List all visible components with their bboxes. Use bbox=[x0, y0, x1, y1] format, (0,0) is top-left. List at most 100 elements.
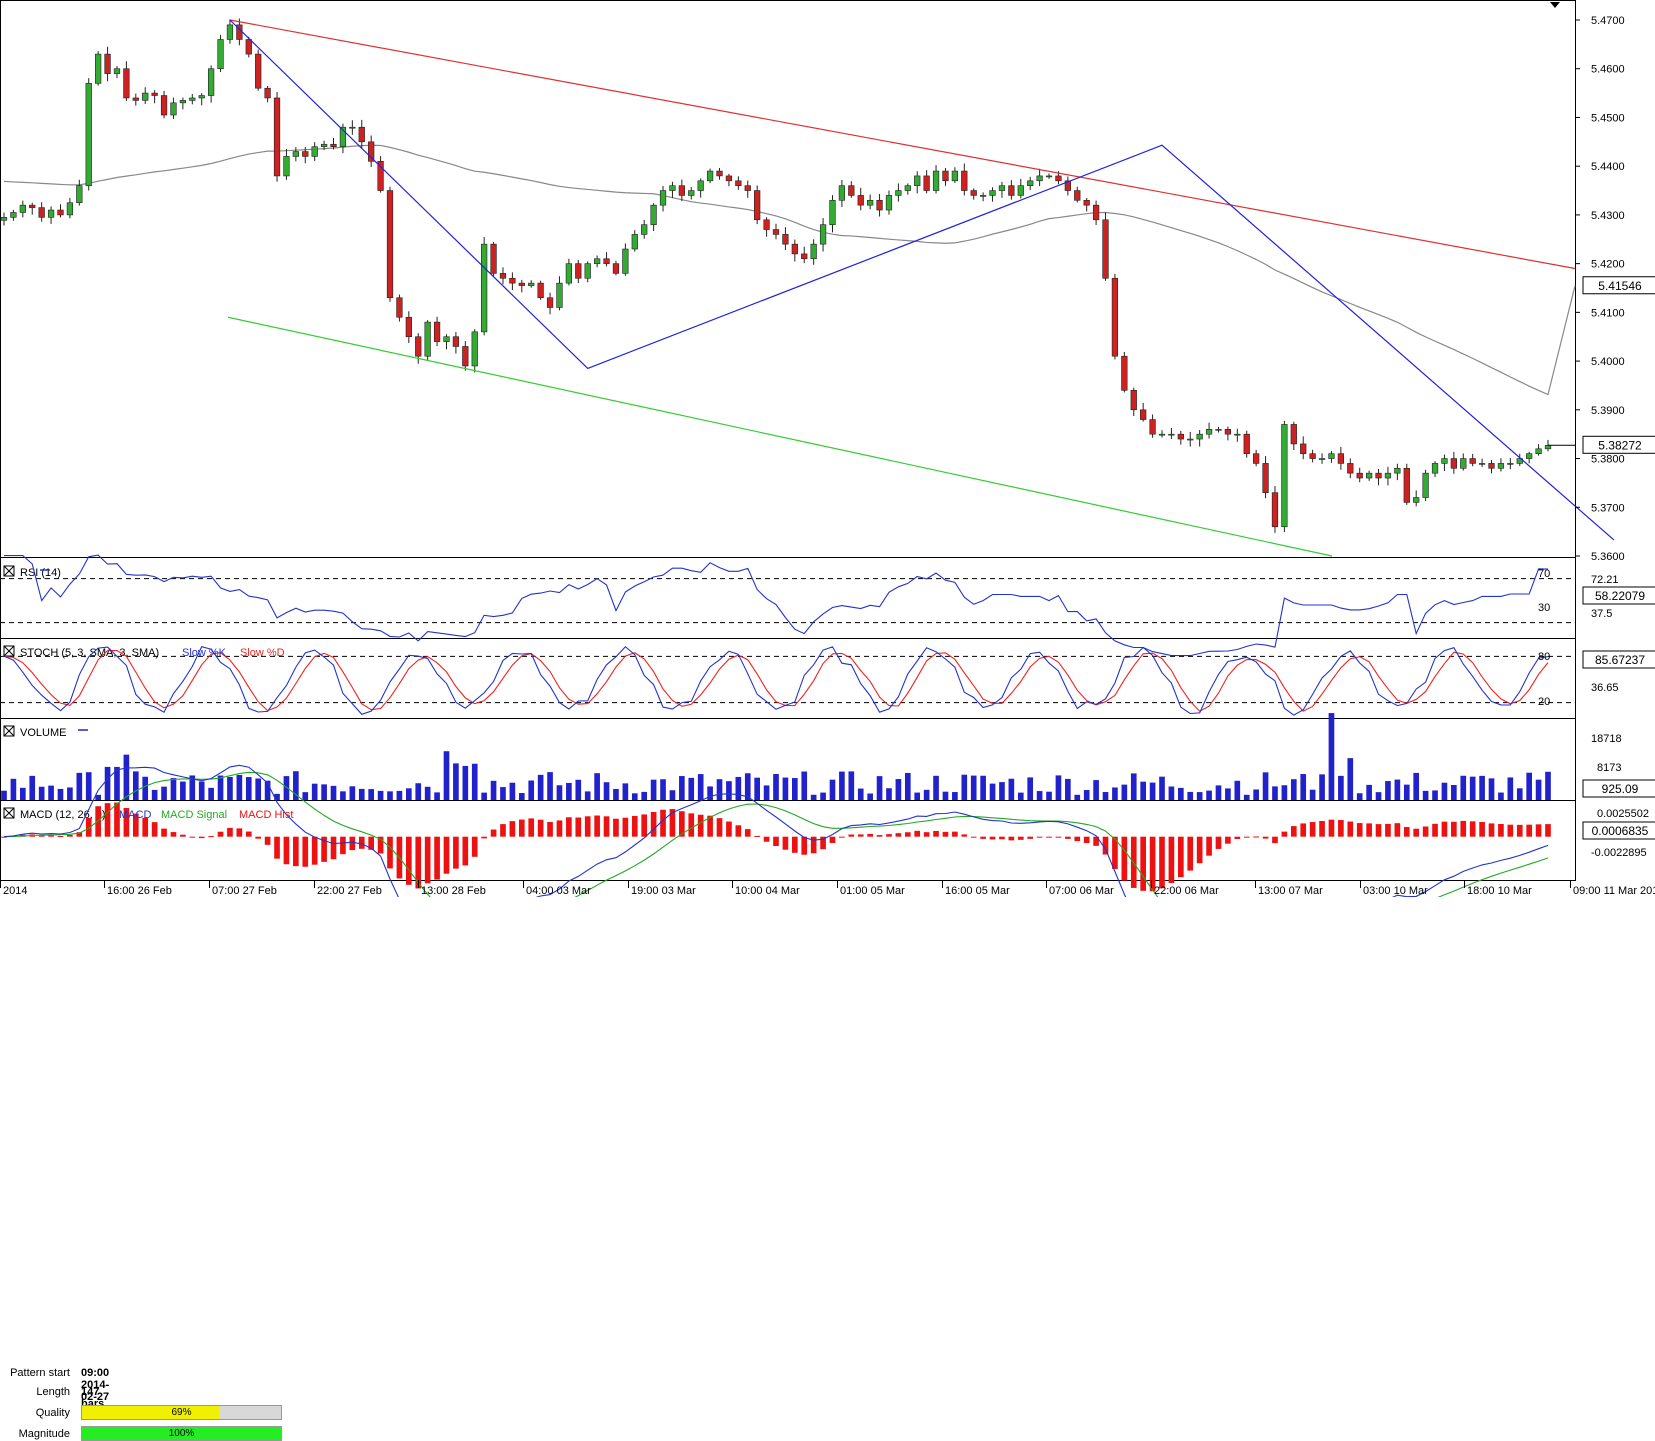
volume-bar bbox=[537, 774, 544, 800]
volume-bar bbox=[697, 774, 704, 800]
candle bbox=[1365, 470, 1373, 481]
volume-bar bbox=[603, 782, 610, 800]
volume-bar bbox=[180, 781, 186, 800]
candle-body bbox=[603, 258, 610, 264]
volume-bar bbox=[1140, 781, 1146, 800]
candle-body bbox=[292, 151, 299, 157]
candle bbox=[998, 181, 1006, 198]
candle-body bbox=[584, 263, 591, 279]
candle bbox=[132, 93, 139, 106]
candle bbox=[1074, 186, 1081, 203]
macd-hist-bar bbox=[1083, 836, 1090, 843]
time-tick-label: 13:00 28 Feb bbox=[421, 885, 486, 897]
candle-body bbox=[1337, 453, 1345, 464]
macd-label: MACD (12, 26, 9) bbox=[20, 809, 106, 821]
candle bbox=[772, 223, 780, 240]
candle-body bbox=[509, 277, 516, 284]
macd-hist-bar bbox=[999, 836, 1005, 840]
macd-hist-bar bbox=[1027, 836, 1034, 839]
volume-bar bbox=[104, 766, 111, 800]
candle-body bbox=[179, 100, 187, 104]
macd-hist-bar bbox=[1074, 836, 1081, 842]
macd-hist-bar bbox=[1526, 824, 1532, 837]
volume-bar bbox=[38, 786, 45, 800]
candle bbox=[283, 148, 290, 180]
volume-bar bbox=[217, 775, 224, 800]
time-tick-label: 2014 bbox=[3, 885, 27, 897]
candle bbox=[697, 178, 704, 198]
candle-body bbox=[735, 180, 742, 186]
volume-bar bbox=[396, 790, 403, 800]
candle bbox=[810, 239, 817, 265]
candle-body bbox=[1497, 463, 1505, 469]
macd-hist-bar bbox=[1253, 836, 1259, 838]
volume-bar bbox=[631, 793, 638, 800]
volume-bar bbox=[1469, 776, 1476, 800]
candle bbox=[848, 181, 855, 198]
volume-bar bbox=[481, 792, 487, 800]
macd-hist-bar bbox=[415, 836, 422, 889]
candle bbox=[1403, 463, 1410, 505]
volume-bar bbox=[10, 778, 17, 800]
macd-hist-bar bbox=[208, 836, 214, 838]
volume-bar bbox=[1319, 774, 1325, 800]
price-tick-label: 5.4400 bbox=[1591, 161, 1625, 173]
macd-axis-tick: 0.0025502 bbox=[1597, 808, 1649, 820]
volume-bar bbox=[857, 788, 864, 800]
candle bbox=[1478, 458, 1486, 468]
candle-body bbox=[763, 219, 770, 230]
macd-hist-bar bbox=[1112, 836, 1118, 869]
volume-bar bbox=[293, 771, 299, 800]
candle bbox=[1271, 486, 1279, 533]
volume-bar bbox=[1526, 772, 1532, 800]
macd-hist-bar bbox=[161, 828, 167, 837]
macd-hist-bar bbox=[556, 820, 563, 837]
candle bbox=[1111, 273, 1119, 360]
volume-label: VOLUME bbox=[20, 727, 66, 739]
candle-body bbox=[19, 204, 26, 213]
candle bbox=[565, 258, 573, 286]
candle-body bbox=[998, 185, 1006, 191]
volume-bar bbox=[170, 778, 177, 800]
macd-signal-legend: MACD Signal bbox=[161, 809, 227, 821]
candle bbox=[1253, 449, 1260, 467]
candle-body bbox=[433, 321, 441, 342]
macd-hist-bar bbox=[754, 835, 760, 837]
volume-bar bbox=[358, 788, 365, 800]
candle bbox=[1064, 176, 1071, 196]
candle bbox=[622, 243, 629, 276]
candle bbox=[857, 187, 864, 211]
time-tick-label: 01:00 05 Mar bbox=[840, 885, 905, 897]
macd-hist-bar bbox=[641, 814, 648, 837]
volume-bar bbox=[1225, 788, 1231, 800]
macd-hist-bar bbox=[189, 836, 196, 838]
macd-hist-bar bbox=[1159, 836, 1165, 889]
volume-bar bbox=[1046, 791, 1052, 800]
macd-hist-bar bbox=[1356, 823, 1363, 837]
macd-hist-bar bbox=[1036, 836, 1043, 838]
panel-toggle-cross bbox=[3, 645, 15, 657]
candle bbox=[10, 209, 17, 221]
candle-body bbox=[29, 204, 36, 208]
quality-bar: 69% bbox=[81, 1405, 282, 1420]
candle bbox=[650, 203, 657, 232]
candle bbox=[1488, 460, 1495, 474]
macd-hist-bar bbox=[453, 836, 459, 869]
candle bbox=[490, 242, 497, 277]
candle-body bbox=[198, 95, 205, 99]
macd-hist-bar bbox=[829, 836, 836, 843]
time-tick-label: 04:00 03 Mar bbox=[526, 885, 591, 897]
candle-body bbox=[1253, 453, 1260, 464]
candle-body bbox=[95, 53, 102, 84]
volume-bar bbox=[933, 775, 939, 800]
macd-hist-bar bbox=[566, 817, 572, 837]
time-tick-label: 13:00 07 Mar bbox=[1258, 885, 1323, 897]
candle bbox=[47, 206, 55, 224]
macd-hist-bar bbox=[236, 828, 243, 837]
volume-bar bbox=[716, 779, 723, 800]
volume-value-label: 925.09 bbox=[1602, 782, 1639, 796]
macd-hist-bar bbox=[904, 832, 911, 837]
candle-body bbox=[283, 156, 290, 177]
candle-body bbox=[848, 185, 855, 196]
macd-hist-bar bbox=[857, 834, 864, 837]
